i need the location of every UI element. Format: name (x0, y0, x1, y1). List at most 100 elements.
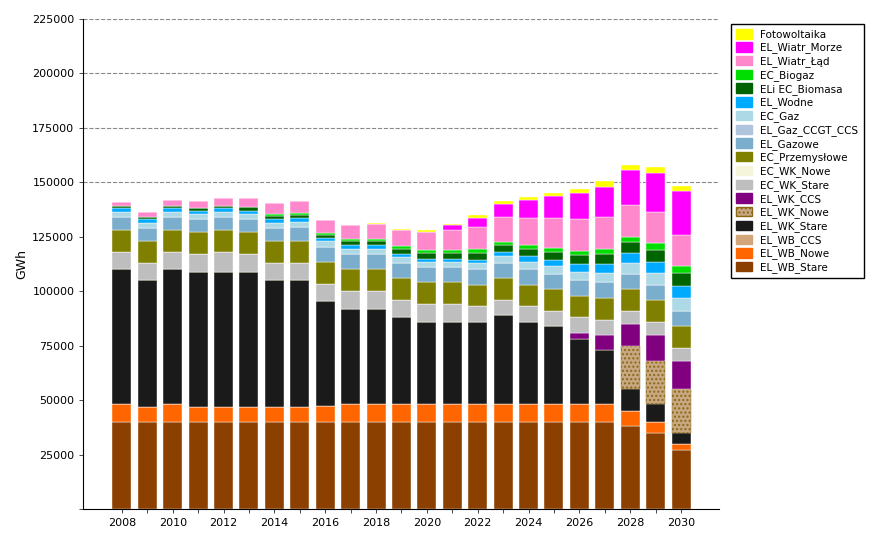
Bar (645, 212, 665, 243)
Bar (620, 389, 639, 411)
Bar (645, 243, 665, 250)
Bar (315, 238, 335, 241)
Bar (366, 224, 385, 239)
Bar (138, 212, 156, 217)
Bar (264, 422, 284, 509)
Bar (443, 262, 461, 267)
Bar (417, 267, 435, 282)
Bar (443, 405, 461, 422)
Bar (264, 214, 284, 216)
Bar (645, 433, 665, 509)
Bar (392, 278, 411, 300)
Bar (518, 306, 537, 321)
Bar (341, 225, 360, 239)
Bar (341, 245, 360, 249)
Bar (315, 262, 335, 283)
Bar (645, 300, 665, 321)
Bar (392, 229, 411, 230)
Bar (213, 212, 233, 217)
Bar (468, 269, 486, 285)
Bar (366, 249, 385, 254)
Legend: Fotowoltaika, EL_Wiatr_Morze, EL_Wiatr_Łąd, EC_Biogaz, ELi EC_Biomasa, EL_Wodne,: Fotowoltaika, EL_Wiatr_Morze, EL_Wiatr_Ł… (730, 24, 862, 279)
Bar (671, 433, 690, 444)
Bar (392, 422, 411, 509)
Bar (264, 407, 284, 422)
Bar (366, 405, 385, 422)
Bar (645, 285, 665, 300)
Bar (569, 332, 588, 339)
Bar (518, 285, 537, 306)
Bar (443, 250, 461, 253)
Bar (569, 255, 588, 264)
Bar (392, 317, 411, 405)
Bar (671, 286, 690, 298)
Bar (543, 311, 563, 326)
Bar (645, 335, 665, 361)
Bar (518, 256, 537, 262)
Bar (620, 237, 639, 242)
Bar (189, 219, 207, 232)
Bar (392, 263, 411, 278)
Bar (239, 207, 258, 211)
Bar (443, 230, 461, 250)
Bar (163, 217, 182, 230)
Bar (594, 350, 614, 405)
Bar (315, 247, 335, 262)
Bar (417, 250, 435, 253)
Bar (341, 254, 360, 269)
Bar (189, 232, 207, 254)
Bar (543, 248, 563, 252)
Bar (443, 422, 461, 509)
Bar (239, 219, 258, 232)
Bar (163, 212, 182, 217)
Bar (468, 226, 486, 249)
Bar (189, 209, 207, 211)
Bar (417, 258, 435, 262)
Bar (645, 273, 665, 285)
Bar (392, 405, 411, 422)
Bar (569, 339, 588, 405)
Bar (543, 260, 563, 266)
Bar (468, 285, 486, 306)
Bar (213, 407, 233, 422)
Bar (290, 407, 309, 422)
Bar (518, 405, 537, 422)
Bar (341, 308, 360, 405)
Bar (543, 289, 563, 311)
Bar (518, 249, 537, 256)
Bar (569, 317, 588, 332)
Bar (366, 245, 385, 249)
Bar (112, 252, 132, 269)
Bar (594, 264, 614, 273)
Bar (138, 219, 156, 223)
Bar (264, 204, 284, 214)
Bar (290, 280, 309, 407)
Bar (341, 269, 360, 291)
Bar (671, 186, 690, 191)
Bar (417, 422, 435, 509)
Bar (341, 405, 360, 422)
Bar (468, 215, 486, 218)
Bar (417, 253, 435, 258)
Bar (671, 348, 690, 361)
Bar (341, 239, 360, 241)
Bar (620, 311, 639, 324)
Bar (290, 241, 309, 263)
Bar (163, 252, 182, 269)
Bar (189, 407, 207, 422)
Bar (594, 181, 614, 187)
Bar (315, 233, 335, 235)
Bar (443, 267, 461, 282)
Bar (239, 211, 258, 214)
Bar (163, 200, 182, 206)
Bar (341, 291, 360, 308)
Bar (138, 263, 156, 280)
Bar (543, 218, 563, 248)
Bar (671, 326, 690, 348)
Bar (594, 187, 614, 217)
Bar (138, 422, 156, 509)
Bar (163, 209, 182, 212)
Bar (417, 262, 435, 267)
Bar (189, 208, 207, 209)
Bar (213, 198, 233, 206)
